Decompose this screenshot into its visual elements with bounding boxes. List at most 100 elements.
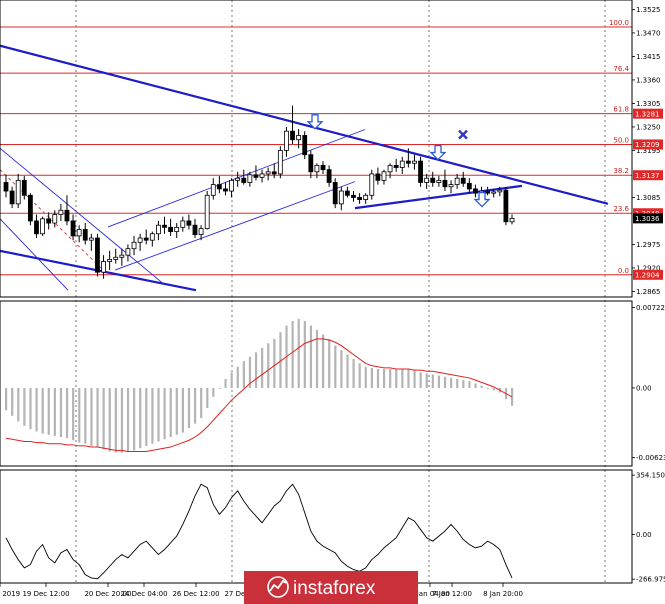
candle-body-bear <box>143 237 149 241</box>
candle-body-bull <box>210 184 216 196</box>
candle-body-bear <box>271 171 277 175</box>
price-tick-label: 1.3525 <box>636 6 661 14</box>
price-tick-label: 1.2865 <box>636 288 661 296</box>
watermark-brand: instaforex <box>293 578 376 599</box>
macd-bar <box>407 369 410 388</box>
candle-body-bear <box>223 188 228 192</box>
price-tick-label: 1.3250 <box>636 123 661 131</box>
candle <box>509 214 515 225</box>
candle-body-bull <box>277 150 283 175</box>
macd-bar <box>389 369 392 388</box>
candle <box>40 216 45 236</box>
oscillator-tick-label: 354.1504 <box>636 472 665 480</box>
macd-bar <box>218 387 221 389</box>
oscillator-line <box>5 483 513 580</box>
macd-bar <box>297 318 300 388</box>
candle <box>424 173 430 189</box>
candle-body-bull <box>149 233 155 241</box>
candle-body-bull <box>454 177 460 186</box>
candle-body-bull <box>436 179 442 183</box>
candle-body-bear <box>216 184 222 190</box>
price-tag-label: 1.2904 <box>635 272 660 280</box>
macd-tick-label: 0.00 <box>636 384 652 392</box>
macd-bar <box>126 387 130 452</box>
oscillator-tick-label: -266.975 <box>636 576 665 584</box>
macd-bar <box>291 321 294 388</box>
macd-bar <box>90 387 93 446</box>
time-tick-label: 8 Jan 20:00 <box>483 590 523 598</box>
candle-body-bear <box>393 164 399 168</box>
candle-body-bull <box>381 171 387 181</box>
candle-body-bull <box>58 209 64 215</box>
macd-pane[interactable] <box>5 318 514 453</box>
macd-bar <box>84 387 87 444</box>
macd-bar <box>370 367 373 388</box>
macd-bar <box>358 363 361 388</box>
candle <box>497 186 503 197</box>
candle-body-bear <box>351 194 356 198</box>
candle-body-bear <box>430 177 436 183</box>
macd-bar <box>254 352 258 388</box>
candle-body-bull <box>296 135 302 141</box>
candle-body-bull <box>424 177 430 183</box>
candle-body-bull <box>265 171 271 175</box>
oscillator-pane[interactable] <box>5 483 513 580</box>
macd-bar <box>431 374 434 388</box>
macd-bar <box>261 347 264 388</box>
candle-body-bear <box>308 154 314 173</box>
macd-bar <box>468 381 471 388</box>
candle-body-bull <box>125 248 131 256</box>
candle-body-bull <box>491 191 497 194</box>
price-tick-label: 1.3415 <box>636 53 661 61</box>
candle <box>95 233 100 277</box>
price-tick-label: 1.3305 <box>636 100 661 108</box>
fibonacci-levels: 100.0 76.4 61.8 50.0 38.2 23.6 0.0 <box>0 19 632 276</box>
macd-bar <box>279 332 282 388</box>
candle-body-bull <box>387 164 393 173</box>
candle <box>460 171 466 187</box>
candle-body-bull <box>40 218 45 235</box>
candle-body-bear <box>460 177 466 184</box>
price-tag-label: 1.3281 <box>635 110 660 118</box>
candle-body-bear <box>70 220 76 237</box>
macd-bar <box>364 366 367 388</box>
candle-body-bull <box>204 194 210 230</box>
macd-bar <box>340 350 343 388</box>
candle-body-bull <box>198 228 204 236</box>
macd-bar <box>157 387 160 442</box>
candle <box>351 191 356 202</box>
candle <box>156 220 161 241</box>
pane-frame <box>0 300 633 467</box>
major-resistance-line <box>0 44 609 205</box>
macd-bar <box>267 343 270 388</box>
candle-body-bull <box>137 237 143 243</box>
candle-body-bull <box>76 229 82 237</box>
candle <box>3 174 9 198</box>
macd-bar <box>303 321 306 388</box>
channel-lower-line <box>114 181 356 271</box>
price-pane[interactable]: 100.0 76.4 61.8 50.0 38.2 23.6 0.0 <box>0 19 632 292</box>
fib-level-label: 61.8 <box>613 106 629 114</box>
candle <box>253 165 259 181</box>
candle <box>418 156 423 187</box>
candle-body-bear <box>290 130 295 141</box>
candle <box>76 225 82 243</box>
candle <box>357 193 362 204</box>
candle-body-bull <box>448 184 454 188</box>
time-tick-label: 19 Dec 12:00 <box>22 590 69 598</box>
macd-bar <box>96 387 99 448</box>
macd-bar <box>206 387 209 409</box>
time-tick-label: 7 Jan 04:00 <box>410 590 450 598</box>
candle-body-bull <box>509 217 515 223</box>
left-channel-outer-line <box>0 147 166 286</box>
macd-bar <box>230 372 233 388</box>
macd-bar <box>72 387 75 441</box>
candle-body-bear <box>9 190 15 205</box>
candle-body-bear <box>473 188 478 194</box>
candle <box>52 210 58 228</box>
candle-body-bear <box>95 237 100 273</box>
macd-bar <box>236 366 239 388</box>
macd-bar <box>17 387 20 422</box>
